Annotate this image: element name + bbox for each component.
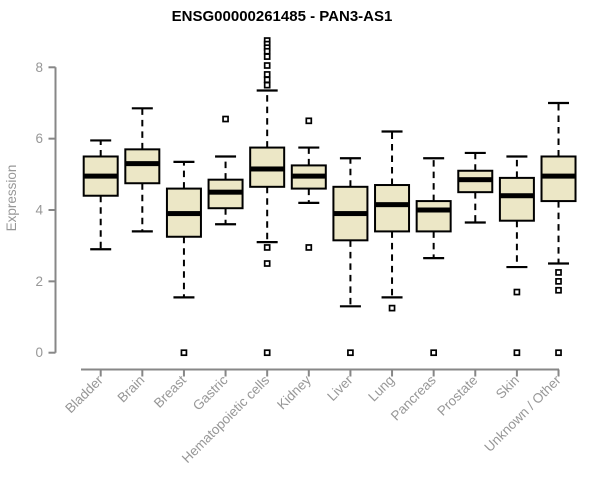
median-line — [166, 211, 201, 217]
boxplot-hematopoietic-cells — [249, 37, 286, 357]
x-tick-label-gastric: Gastric — [190, 372, 231, 413]
outlier-point — [347, 349, 354, 357]
x-tick-label-prostate: Prostate — [434, 373, 480, 419]
outlier-point — [555, 278, 562, 285]
y-tick-label: 4 — [35, 203, 43, 218]
x-tick-label-liver: Liver — [324, 372, 356, 404]
outlier-point — [388, 304, 396, 312]
median-line — [250, 166, 285, 172]
outlier-point — [305, 244, 313, 251]
outlier-point — [263, 260, 271, 267]
iqr-box — [540, 155, 577, 203]
outlier-point — [555, 269, 562, 276]
outlier-point — [430, 349, 438, 357]
outlier-point — [513, 349, 521, 357]
boxplot-kidney — [290, 117, 327, 251]
outlier-point — [305, 117, 313, 125]
y-tick-label: 8 — [35, 60, 43, 75]
boxplot-prostate — [457, 151, 494, 224]
outlier-point — [263, 76, 271, 84]
outlier-point — [180, 349, 188, 357]
outlier-point — [263, 53, 271, 60]
y-tick-label: 0 — [35, 345, 43, 360]
median-line — [499, 193, 534, 199]
y-tick-label: 2 — [35, 274, 43, 289]
median-line — [125, 161, 160, 167]
outlier-point — [555, 286, 562, 294]
median-line — [458, 177, 493, 183]
x-tick-label-lung: Lung — [365, 373, 397, 405]
median-line — [416, 207, 451, 213]
boxplot-breast — [165, 160, 202, 357]
outlier-point — [263, 47, 271, 55]
median-line — [541, 173, 576, 179]
iqr-box — [415, 200, 452, 233]
median-line — [333, 211, 368, 217]
outlier-point — [263, 62, 271, 69]
boxplot-skin — [498, 155, 535, 357]
iqr-box — [124, 148, 161, 185]
x-tick-label-unknown-other: Unknown / Other — [481, 372, 564, 455]
outlier-point — [513, 288, 521, 296]
iqr-box — [498, 176, 535, 222]
boxplot-series — [82, 37, 577, 357]
boxplot-brain — [124, 107, 161, 233]
boxplot-liver — [332, 157, 369, 357]
boxplot-lung — [374, 130, 411, 312]
y-tick-label: 6 — [35, 131, 43, 146]
median-line — [83, 173, 118, 179]
boxplot-pancreas — [415, 157, 452, 357]
x-tick-label-bladder: Bladder — [62, 372, 106, 416]
x-tick-label-brain: Brain — [115, 373, 148, 406]
outlier-point — [263, 244, 271, 251]
x-tick-label-pancreas: Pancreas — [388, 372, 439, 423]
outlier-point — [263, 349, 271, 357]
median-line — [375, 202, 410, 208]
iqr-box — [374, 184, 411, 233]
x-tick-label-kidney: Kidney — [274, 372, 314, 412]
x-tick-label-skin: Skin — [493, 373, 522, 402]
outlier-point — [263, 81, 271, 89]
chart-title: ENSG00000261485 - PAN3-AS1 — [172, 8, 393, 25]
y-axis-title: Expression — [4, 165, 19, 232]
outlier-point — [263, 71, 271, 78]
outlier-point — [222, 115, 229, 123]
boxplot-bladder — [82, 139, 119, 251]
boxplot-unknown-other — [540, 101, 577, 357]
median-line — [291, 173, 326, 179]
outlier-point — [555, 349, 562, 357]
median-line — [208, 189, 243, 195]
boxplot-gastric — [207, 115, 244, 226]
x-tick-label-breast: Breast — [151, 372, 189, 410]
